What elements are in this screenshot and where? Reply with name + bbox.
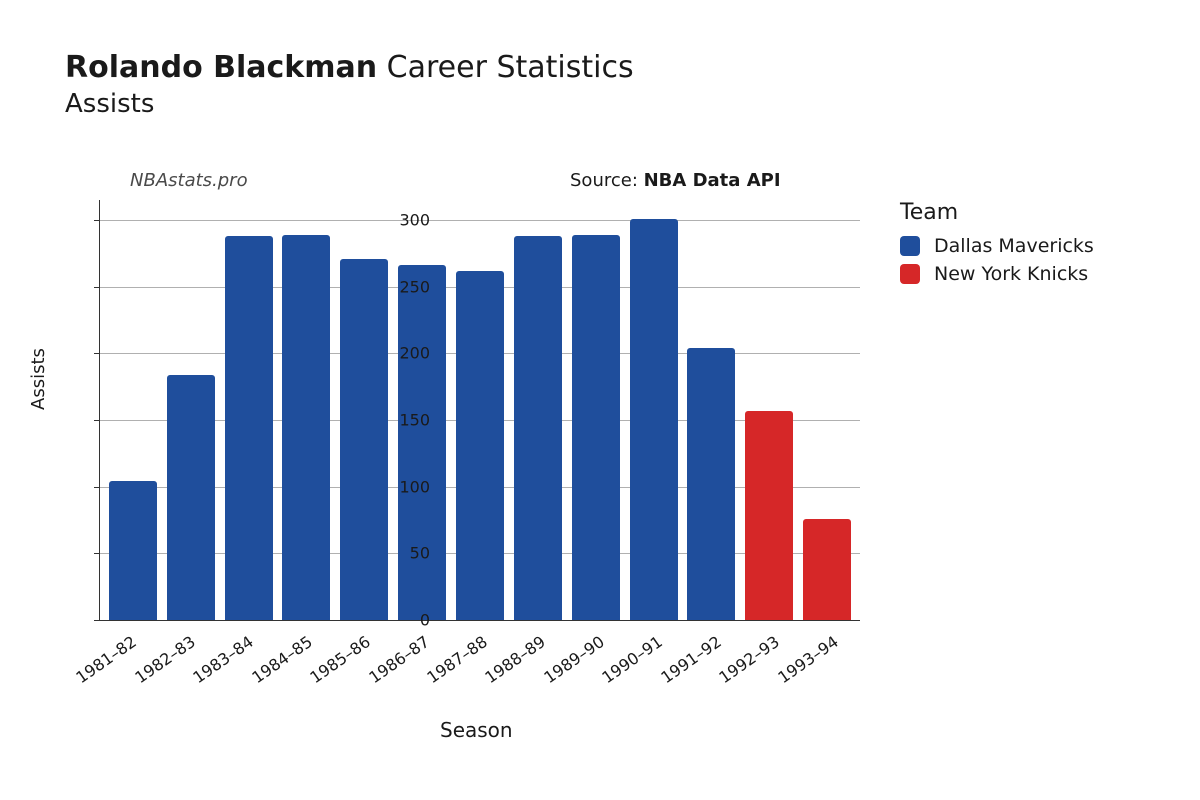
bar bbox=[456, 271, 504, 620]
bar bbox=[630, 219, 678, 620]
y-tick-label: 0 bbox=[380, 611, 430, 630]
y-tick-label: 50 bbox=[380, 544, 430, 563]
bar bbox=[745, 411, 793, 620]
x-tick-label: 1986–87 bbox=[365, 632, 432, 687]
legend: Team Dallas Mavericks New York Knicks bbox=[900, 200, 1094, 291]
y-tick-label: 250 bbox=[380, 277, 430, 296]
y-tick-mark bbox=[94, 620, 100, 621]
x-axis-line bbox=[100, 620, 860, 621]
bar bbox=[340, 259, 388, 620]
x-axis-label: Season bbox=[440, 718, 513, 742]
legend-item: New York Knicks bbox=[900, 263, 1094, 285]
legend-label: New York Knicks bbox=[934, 263, 1088, 285]
legend-item: Dallas Mavericks bbox=[900, 235, 1094, 257]
chart-title-bold: Rolando Blackman bbox=[65, 50, 377, 85]
y-tick-label: 100 bbox=[380, 477, 430, 496]
x-tick-label: 1981–82 bbox=[73, 632, 140, 687]
x-tick-label: 1989–90 bbox=[540, 632, 607, 687]
x-tick-label: 1983–84 bbox=[190, 632, 257, 687]
attribution-source: Source: NBA Data API bbox=[570, 170, 781, 191]
x-tick-label: 1987–88 bbox=[423, 632, 490, 687]
y-axis-label: Assists bbox=[28, 348, 49, 410]
x-tick-label: 1990–91 bbox=[599, 632, 666, 687]
y-tick-label: 150 bbox=[380, 411, 430, 430]
bar bbox=[167, 375, 215, 620]
legend-swatch bbox=[900, 264, 920, 284]
chart-title: Rolando Blackman Career Statistics bbox=[65, 50, 634, 85]
x-tick-label: 1984–85 bbox=[248, 632, 315, 687]
chart-plot-area bbox=[100, 200, 860, 620]
bar bbox=[398, 265, 446, 620]
chart-title-rest: Career Statistics bbox=[377, 50, 633, 85]
x-tick-label: 1982–83 bbox=[131, 632, 198, 687]
y-tick-label: 200 bbox=[380, 344, 430, 363]
x-tick-label: 1985–86 bbox=[306, 632, 373, 687]
bar bbox=[109, 481, 157, 620]
bar bbox=[572, 235, 620, 620]
bar bbox=[514, 236, 562, 620]
source-name: NBA Data API bbox=[644, 170, 781, 191]
legend-swatch bbox=[900, 236, 920, 256]
legend-label: Dallas Mavericks bbox=[934, 235, 1094, 257]
y-tick-label: 300 bbox=[380, 211, 430, 230]
x-tick-label: 1993–94 bbox=[774, 632, 841, 687]
bar bbox=[803, 519, 851, 620]
bar bbox=[282, 235, 330, 620]
chart-subtitle: Assists bbox=[65, 89, 634, 119]
x-tick-label: 1988–89 bbox=[482, 632, 549, 687]
bar-group bbox=[100, 200, 860, 620]
attribution-site: NBAstats.pro bbox=[130, 170, 248, 191]
source-label: Source: bbox=[570, 170, 644, 191]
bar bbox=[225, 236, 273, 620]
bar bbox=[687, 348, 735, 620]
legend-title: Team bbox=[900, 200, 1094, 225]
x-tick-label: 1991–92 bbox=[657, 632, 724, 687]
chart-title-block: Rolando Blackman Career Statistics Assis… bbox=[65, 50, 634, 119]
x-tick-label: 1992–93 bbox=[716, 632, 783, 687]
